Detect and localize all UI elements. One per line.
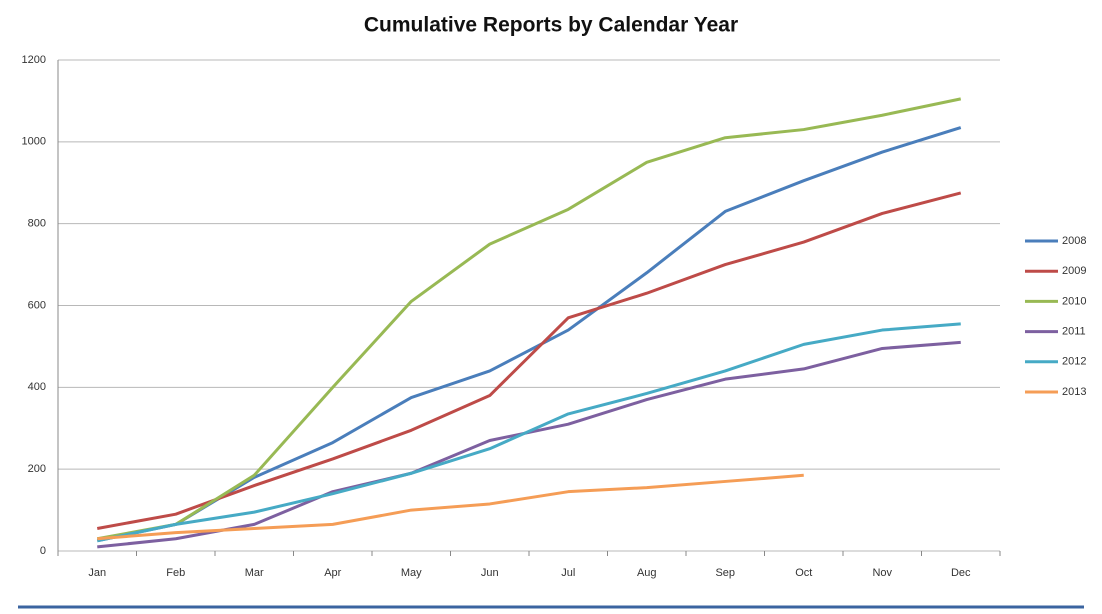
x-tick-label: Aug [637, 567, 657, 579]
series-line [96, 97, 962, 541]
x-tick-label: May [401, 567, 422, 579]
x-tick-label: Nov [872, 567, 892, 579]
y-tick-label: 0 [40, 545, 46, 557]
x-tick-label: Jul [561, 567, 575, 579]
x-tick-label: Oct [795, 567, 812, 579]
y-tick-label: 400 [28, 381, 46, 393]
legend-label: 2012 [1062, 356, 1086, 368]
x-tick-label: Sep [715, 567, 735, 579]
legend-label: 2008 [1062, 235, 1086, 247]
y-tick-label: 800 [28, 218, 46, 230]
legend-label: 2009 [1062, 265, 1086, 277]
series-line [96, 322, 961, 543]
x-tick-label: Mar [245, 567, 264, 579]
legend-label: 2013 [1062, 386, 1086, 398]
y-tick-label: 200 [28, 463, 46, 475]
legend-label: 2010 [1062, 295, 1086, 307]
x-tick-label: Apr [324, 567, 341, 579]
legend-label: 2011 [1062, 326, 1086, 338]
x-tick-label: Feb [166, 567, 185, 579]
x-tick-label: Jan [88, 567, 106, 579]
chart-title: Cumulative Reports by Calendar Year [364, 14, 738, 37]
y-tick-label: 600 [28, 299, 46, 311]
x-tick-label: Jun [481, 567, 499, 579]
x-tick-label: Dec [951, 567, 971, 579]
series-line [97, 473, 804, 541]
y-tick-label: 1200 [22, 54, 46, 66]
series-line [96, 126, 962, 543]
series-line [96, 191, 962, 530]
y-tick-label: 1000 [22, 136, 46, 148]
